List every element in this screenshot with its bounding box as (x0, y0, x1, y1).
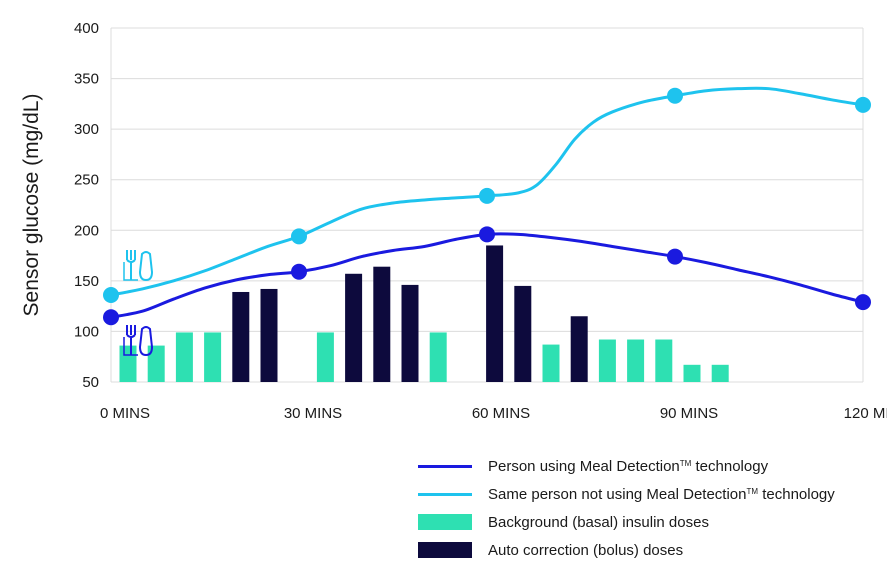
y-tick-label: 150 (74, 273, 99, 290)
y-tick-label: 300 (74, 121, 99, 138)
legend-label: Auto correction (bolus) doses (488, 541, 684, 559)
legend-swatch-navy-box (418, 542, 472, 558)
series-point (855, 294, 871, 311)
dose-bar (260, 288, 278, 382)
legend-item-bolus: Auto correction (bolus) doses (418, 536, 835, 564)
y-tick-label: 400 (74, 20, 99, 37)
legend-label: Person using Meal Detection (488, 457, 680, 475)
x-tick-label: 30 MINS (284, 405, 342, 422)
dose-bar (401, 284, 419, 382)
x-tick-label: 120 MINS (844, 405, 887, 422)
y-tick-label: 250 (74, 172, 99, 189)
dose-bar (119, 345, 137, 382)
x-tick-label: 90 MINS (660, 405, 718, 422)
y-tick-labels: 400 350 300 250 200 150 100 50 (74, 20, 99, 391)
dose-bar (232, 291, 250, 382)
dose-bar (627, 339, 645, 382)
x-tick-label: 0 MINS (100, 405, 150, 422)
dose-bar (204, 332, 222, 382)
y-tick-label: 100 (74, 323, 99, 340)
dose-bar (316, 332, 334, 382)
dose-bar (147, 345, 165, 382)
y-tick-label: 200 (74, 222, 99, 239)
glucose-markers (103, 87, 871, 326)
trademark: TM (746, 486, 759, 496)
dose-bar (175, 332, 193, 382)
dose-bar (514, 285, 532, 382)
series-point (667, 248, 683, 265)
dose-bar (570, 316, 588, 382)
x-tick-label: 60 MINS (472, 405, 530, 422)
dose-bar (655, 339, 673, 382)
legend-label-rest: technology (691, 457, 769, 475)
dose-bar (486, 245, 504, 382)
fork-bottle-icon (123, 325, 154, 357)
trademark: TM (679, 458, 692, 468)
dose-bars (119, 245, 729, 382)
series-point (479, 187, 495, 204)
dose-bar (711, 364, 729, 382)
dose-bar (598, 339, 616, 382)
y-tick-label: 350 (74, 71, 99, 88)
dose-bar (373, 266, 391, 382)
series-point (103, 287, 119, 304)
legend-swatch-dark-blue-line (418, 464, 472, 468)
legend-swatch-teal-box (418, 514, 472, 530)
legend-item-meal-detection: Person using Meal DetectionTM technology (418, 452, 835, 480)
series-point (291, 228, 307, 245)
legend: Person using Meal DetectionTM technology… (418, 452, 835, 564)
dose-bar (542, 344, 560, 382)
series-point (103, 309, 119, 326)
legend-swatch-light-blue-line (418, 492, 472, 496)
dose-bar (345, 273, 363, 382)
legend-item-basal: Background (basal) insulin doses (418, 508, 835, 536)
series-line (110, 86, 864, 297)
series-point (479, 226, 495, 243)
y-axis-label: Sensor glucose (mg/dL) (20, 94, 43, 317)
legend-label: Same person not using Meal Detection (488, 485, 747, 503)
series-point (667, 87, 683, 104)
dose-bar (429, 332, 447, 382)
x-tick-labels: 0 MINS 30 MINS 60 MINS 90 MINS 120 MINS (100, 405, 887, 422)
glucose-chart: 400 350 300 250 200 150 100 50 0 MINS 30 MINS 60 … (20, 20, 887, 422)
dose-bar (683, 364, 701, 382)
legend-label-rest: technology (758, 485, 835, 503)
series-point (291, 263, 307, 280)
legend-item-no-meal-detection: Same person not using Meal DetectionTM t… (418, 480, 835, 508)
y-tick-label: 50 (82, 374, 99, 391)
fork-bottle-icon (123, 250, 154, 282)
series-point (855, 96, 871, 113)
legend-label: Background (basal) insulin doses (488, 513, 709, 531)
